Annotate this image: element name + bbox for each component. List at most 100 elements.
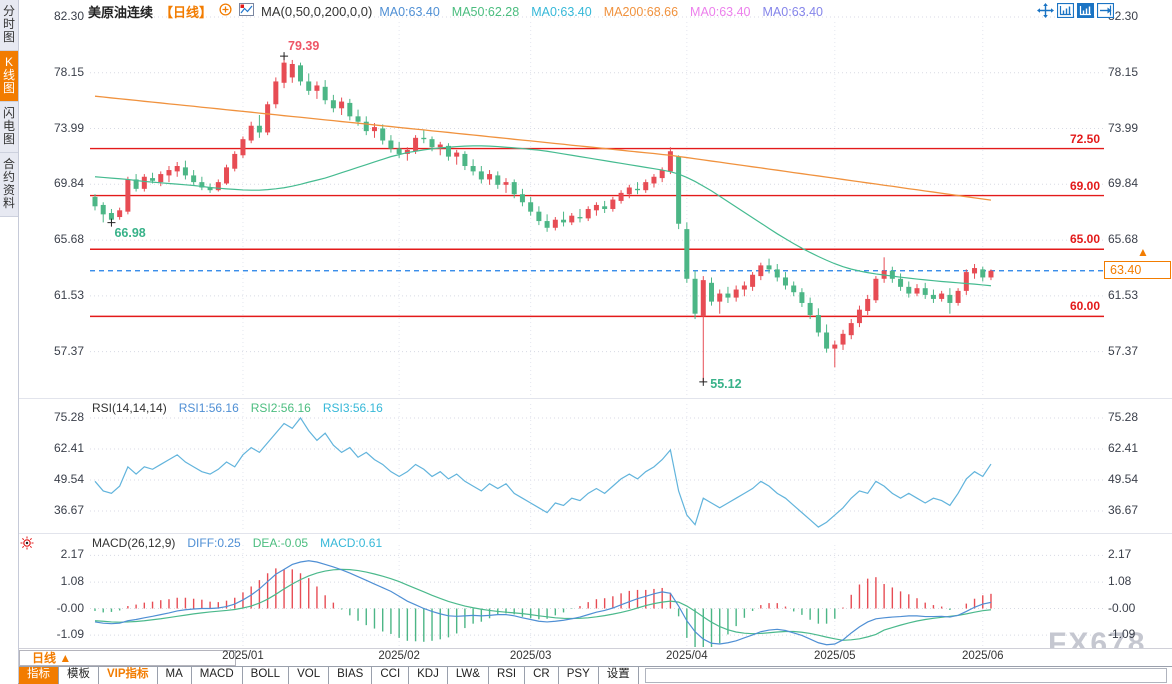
macd-values: DIFF:0.25 DEA:-0.05 MACD:0.61 — [187, 536, 394, 550]
candle-body — [347, 102, 353, 117]
candle-body — [988, 270, 994, 278]
ma-settings: MA(0,50,0,200,0,0) — [261, 3, 373, 19]
candle-body — [618, 192, 624, 201]
sidebar-tab-1[interactable]: K线图 — [0, 51, 18, 102]
candle-body — [659, 170, 665, 179]
exit-icon[interactable] — [1097, 3, 1114, 18]
sidebar: 分时图 K线图 闪电图 合约资料 — [0, 0, 19, 683]
candle-body — [807, 302, 813, 316]
macd-value-1: DEA:-0.05 — [252, 536, 309, 550]
candle-body — [782, 277, 788, 286]
candle-body — [199, 182, 205, 188]
candle-body — [848, 323, 854, 336]
candle-body — [462, 153, 468, 167]
candle-body — [922, 288, 928, 295]
candle-body — [585, 208, 591, 219]
date-axis-row: 日线 ▲ — [18, 648, 1172, 667]
axis-chart-icon[interactable] — [1057, 3, 1074, 18]
candle-body — [856, 309, 862, 324]
candle-body — [322, 86, 328, 101]
candle-body — [158, 174, 164, 183]
plus-circle-icon[interactable] — [219, 3, 232, 19]
rsi-value-0: RSI1:56.16 — [178, 401, 239, 415]
candle-body — [141, 176, 147, 189]
indicator-tab-RSI[interactable]: RSI — [489, 667, 526, 684]
indicator-tab-VIP指标[interactable]: VIP指标 — [99, 667, 158, 684]
candle-body — [215, 182, 221, 191]
candle-body — [330, 100, 336, 109]
indicator-tab-CCI[interactable]: CCI — [372, 667, 410, 684]
candle-body — [536, 211, 542, 222]
candle-body — [511, 182, 517, 195]
indicator-tab-MA[interactable]: MA — [158, 667, 192, 684]
candle-body — [840, 333, 846, 345]
candle-body — [232, 153, 238, 169]
indicator-tab-VOL[interactable]: VOL — [289, 667, 330, 684]
period-selector-button[interactable]: 日线 ▲ — [19, 650, 236, 666]
macd-target-icon[interactable] — [20, 536, 34, 555]
candle-body — [380, 128, 386, 141]
candle-body — [314, 85, 320, 91]
candle-body — [930, 294, 936, 299]
indicator-tab-KDJ[interactable]: KDJ — [409, 667, 448, 684]
candle-body — [224, 167, 230, 184]
candle-body — [889, 270, 895, 279]
candle-body — [651, 176, 657, 184]
candle-body — [487, 174, 493, 180]
candle-body — [396, 148, 402, 154]
candle-body — [100, 204, 106, 215]
candle-body — [725, 293, 731, 298]
mini-chart-icon[interactable] — [239, 3, 255, 19]
rsi-title: RSI(14,14,14) — [92, 401, 167, 415]
ma200-line — [94, 95, 992, 201]
candle-body — [413, 137, 419, 152]
indicator-tab-设置[interactable]: 设置 — [599, 667, 639, 684]
indicator-tab-LW&[interactable]: LW& — [448, 667, 489, 684]
rsi-value-2: RSI3:56.16 — [322, 401, 383, 415]
diff-line — [94, 560, 992, 646]
candle-body — [766, 265, 772, 270]
indicator-tab-BOLL[interactable]: BOLL — [243, 667, 290, 684]
macd-panel-header: MACD(26,12,9) DIFF:0.25 DEA:-0.05 MACD:0.6… — [92, 536, 394, 550]
indicator-tab-CR[interactable]: CR — [525, 667, 559, 684]
candle-body — [445, 145, 451, 157]
indicator-tab-BIAS[interactable]: BIAS — [329, 667, 373, 684]
candle-body — [733, 289, 739, 298]
sidebar-tab-0[interactable]: 分时图 — [0, 0, 18, 51]
annotation-cross-icon — [699, 377, 708, 386]
candle-body — [939, 293, 945, 299]
sidebar-tab-2[interactable]: 闪电图 — [0, 102, 18, 153]
candle-body — [544, 221, 550, 228]
candle-body — [626, 187, 632, 195]
candle-body — [306, 81, 312, 91]
ma-value-3: MA200:68.66 — [603, 4, 679, 19]
candle-body — [914, 288, 920, 294]
ma-value-0: MA0:63.40 — [379, 4, 440, 19]
candle-body — [166, 170, 172, 176]
macd-title: MACD(26,12,9) — [92, 536, 176, 550]
annotation-cross-icon — [107, 218, 116, 227]
candle-body — [643, 182, 649, 191]
candle-body — [577, 217, 583, 219]
candle-body — [700, 280, 706, 317]
indicator-tab-指标[interactable]: 指标 — [18, 667, 59, 684]
indicator-tab-MACD[interactable]: MACD — [192, 667, 243, 684]
candle-body — [182, 167, 188, 176]
candle-body — [150, 178, 156, 181]
current-price-badge: 63.40 — [1104, 261, 1171, 279]
candle-body — [289, 63, 295, 78]
price-up-triangle-icon: ▲ — [1137, 245, 1149, 259]
indicator-tab-PSY[interactable]: PSY — [559, 667, 599, 684]
macd-value-0: DIFF:0.25 — [187, 536, 241, 550]
candle-body — [799, 292, 805, 303]
candle-body — [791, 285, 797, 293]
indicator-tab-bar: 指标 模板 VIP指标 MA MACD BOLL VOL BIAS CCI KDJ LW& RSI CR… — [0, 666, 1172, 684]
candle-body — [684, 229, 690, 279]
axis-chart-filled-icon[interactable] — [1077, 3, 1094, 18]
indicator-tab-模板[interactable]: 模板 — [59, 667, 99, 684]
candle-body — [363, 121, 369, 132]
sidebar-tab-3[interactable]: 合约资料 — [0, 153, 18, 217]
candle-body — [495, 175, 501, 185]
move-icon[interactable] — [1037, 3, 1054, 18]
